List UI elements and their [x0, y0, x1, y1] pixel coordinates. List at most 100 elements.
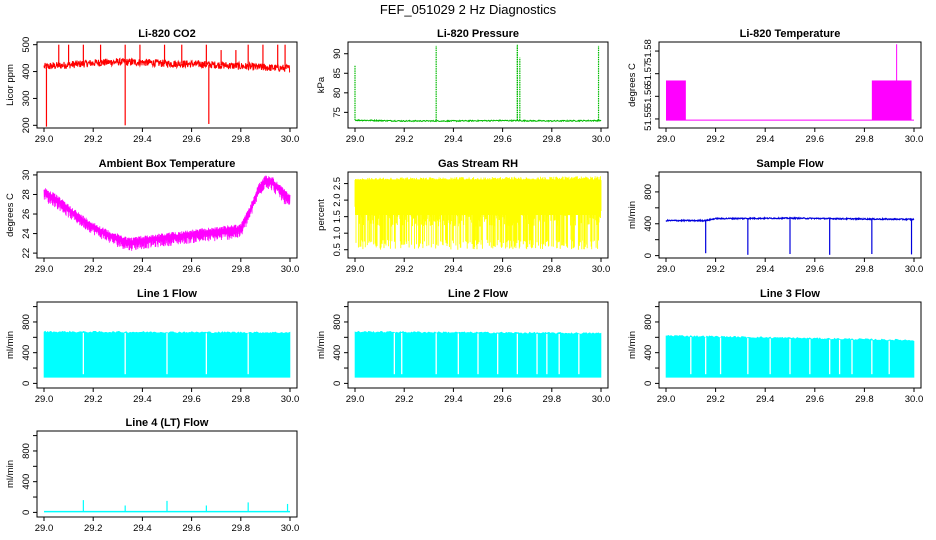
x-tick-label: 29.4	[756, 134, 775, 145]
panel-pressure: Li-820 Pressure kPa 29.0 29.2 29.4 29.6 29.8 30…	[316, 28, 610, 145]
x-tick-label: 30.0	[281, 394, 300, 405]
y-tick-label: 1.5	[332, 210, 343, 223]
figure-title: FEF_051029 2 Hz Diagnostics	[380, 2, 557, 17]
panels-group: Li-820 CO2 Licor ppm 29.0 29.2 29.4 29.6 29.8 3…	[5, 28, 923, 534]
y-tick-label: 51.55	[643, 107, 654, 131]
panel-rh: Gas Stream RH percent 29.0 29.2 29.4 29.6 29.8…	[316, 158, 610, 275]
plot-frame-line1	[36, 301, 298, 389]
x-tick-label: 29.2	[84, 264, 103, 275]
x-tick-label: 29.4	[756, 394, 775, 405]
x-tick-label: 29.6	[182, 264, 201, 275]
x-tick-label: 29.2	[395, 264, 414, 275]
y-axis-label-pressure: kPa	[316, 76, 327, 93]
x-tick-label: 29.8	[232, 134, 251, 145]
x-tick-label: 29.0	[346, 134, 365, 145]
y-tick-label: 1.0	[332, 227, 343, 240]
x-tick-label: 30.0	[905, 264, 924, 275]
y-tick-label: 200	[21, 117, 32, 133]
x-tick-label: 29.2	[706, 264, 725, 275]
y-tick-label: 0	[21, 510, 32, 515]
plot-frame-boxtemp	[36, 171, 298, 259]
panel-title-line4: Line 4 (LT) Flow	[126, 417, 209, 429]
x-tick-label: 29.8	[855, 264, 874, 275]
x-tick-label: 30.0	[281, 134, 300, 145]
x-tick-label: 29.2	[395, 134, 414, 145]
y-axis-label-line1: ml/min	[5, 331, 16, 359]
y-tick-label: 24	[21, 228, 32, 239]
y-tick-label: 90	[332, 48, 343, 59]
x-tick-label: 29.2	[706, 134, 725, 145]
x-tick-label: 29.6	[493, 264, 512, 275]
y-tick-label: 80	[332, 88, 343, 99]
panel-title-co2: Li-820 CO2	[138, 28, 195, 40]
y-tick-label: 26	[21, 209, 32, 220]
y-axis-label-line3: ml/min	[627, 331, 638, 359]
x-tick-label: 29.6	[806, 134, 825, 145]
panel-title-sampleflow: Sample Flow	[756, 158, 824, 170]
x-tick-label: 29.8	[232, 394, 251, 405]
x-tick-label: 29.8	[855, 394, 874, 405]
y-axis-label-line4: ml/min	[5, 460, 16, 488]
x-tick-label: 29.4	[133, 523, 152, 534]
x-tick-label: 29.8	[232, 523, 251, 534]
panel-title-line3: Line 3 Flow	[760, 288, 820, 300]
x-tick-label: 29.6	[806, 394, 825, 405]
x-tick-label: 29.8	[543, 394, 562, 405]
y-tick-label: 2.5	[332, 177, 343, 190]
y-tick-label: 0	[21, 381, 32, 386]
y-tick-label: 400	[21, 345, 32, 361]
data-line4	[44, 500, 290, 513]
y-tick-label: 51.57	[643, 62, 654, 86]
plot-frame-pressure	[347, 41, 609, 129]
x-tick-label: 29.4	[444, 134, 463, 145]
y-tick-label: 500	[21, 37, 32, 53]
x-tick-label: 29.0	[657, 134, 676, 145]
x-tick-label: 29.0	[657, 394, 676, 405]
y-tick-label: 300	[21, 91, 32, 107]
x-tick-label: 29.6	[182, 134, 201, 145]
co2-trace	[43, 57, 291, 73]
y-axis-label-line2: ml/min	[316, 331, 327, 359]
x-tick-label: 30.0	[905, 394, 924, 405]
y-tick-label: 800	[21, 314, 32, 330]
panel-sampleflow: Sample Flow ml/min 29.0 29.2 29.4 29.6 29.8 30.…	[627, 158, 923, 275]
y-tick-label: 400	[643, 345, 654, 361]
x-tick-label: 29.4	[133, 264, 152, 275]
x-tick-label: 29.6	[493, 394, 512, 405]
data-sampleflow	[665, 216, 915, 255]
y-axis-label-co2: Licor ppm	[5, 64, 16, 106]
x-tick-label: 29.2	[84, 134, 103, 145]
y-tick-label: 75	[332, 107, 343, 118]
x-tick-label: 29.8	[855, 134, 874, 145]
x-tick-label: 30.0	[281, 523, 300, 534]
panel-title-line2: Line 2 Flow	[448, 288, 508, 300]
y-tick-label: 400	[332, 345, 343, 361]
rh-trace	[354, 176, 602, 250]
panel-title-line1: Line 1 Flow	[137, 288, 197, 300]
data-rh	[354, 176, 602, 250]
x-tick-label: 29.6	[493, 134, 512, 145]
x-tick-label: 29.2	[84, 394, 103, 405]
x-tick-label: 29.0	[346, 394, 365, 405]
y-tick-label: 85	[332, 68, 343, 79]
y-tick-label: 400	[21, 474, 32, 490]
y-tick-label: 22	[21, 248, 32, 259]
pressure-trace	[355, 118, 602, 123]
y-tick-label: 0.5	[332, 243, 343, 256]
y-tick-label: 800	[643, 184, 654, 200]
licortemp-block_end	[871, 80, 912, 121]
panel-title-pressure: Li-820 Pressure	[437, 28, 519, 40]
x-tick-label: 29.8	[232, 264, 251, 275]
panel-title-rh: Gas Stream RH	[438, 158, 518, 170]
x-tick-label: 29.6	[182, 523, 201, 534]
boxtemp-trace	[43, 175, 291, 251]
y-tick-label: 800	[332, 314, 343, 330]
panel-co2: Li-820 CO2 Licor ppm 29.0 29.2 29.4 29.6 29.8 3…	[5, 28, 299, 145]
data-line2	[354, 330, 602, 378]
data-boxtemp	[43, 175, 291, 251]
plot-frame-line3	[658, 301, 922, 389]
y-axis-label-boxtemp: degrees C	[5, 193, 16, 237]
x-tick-label: 30.0	[592, 134, 611, 145]
data-licortemp	[666, 44, 914, 121]
x-tick-label: 29.0	[35, 523, 54, 534]
